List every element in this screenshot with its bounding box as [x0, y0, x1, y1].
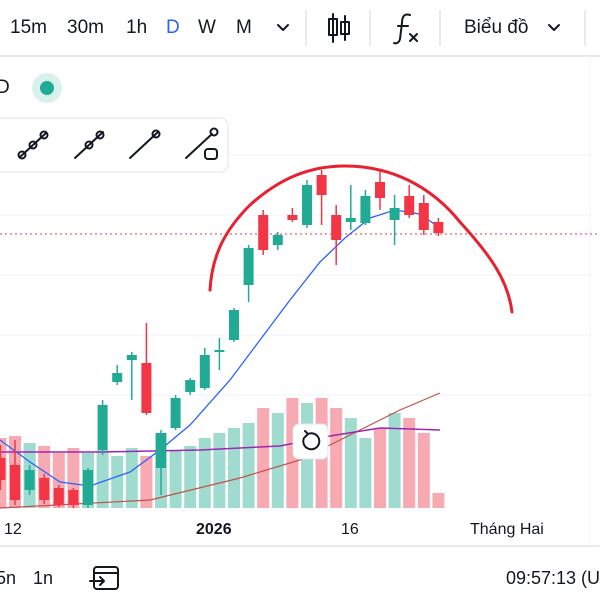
- volume-bar: [242, 423, 255, 508]
- candle-body: [83, 470, 93, 505]
- volume-bar: [198, 438, 211, 508]
- candle-body: [214, 350, 225, 352]
- drawing-tools: [0, 117, 229, 173]
- x-label: 16: [341, 521, 359, 538]
- volume-bar: [169, 450, 182, 508]
- volume-bar: [344, 418, 357, 508]
- x-label: Tháng Hai: [470, 521, 544, 538]
- candle-body: [10, 465, 20, 500]
- chevron[interactable]: [548, 24, 560, 31]
- candle-body: [375, 182, 385, 198]
- drawn-arc: [208, 164, 514, 314]
- volume-bar: [228, 428, 240, 508]
- symbol: D: [0, 77, 10, 98]
- candle-body: [39, 478, 50, 500]
- clock: 09:57:13 (U: [506, 568, 600, 588]
- chart-type[interactable]: Biểu đồ: [464, 17, 528, 38]
- ma-mid: [0, 427, 441, 453]
- interval[interactable]: W: [198, 17, 216, 38]
- x-label: 12: [4, 521, 22, 538]
- candle-body: [287, 215, 298, 220]
- x-label: 2026: [196, 521, 232, 538]
- tools-panel: [0, 117, 229, 173]
- goto-date[interactable]: [89, 566, 119, 590]
- interval[interactable]: D: [166, 17, 180, 38]
- range[interactable]: 5n: [0, 568, 16, 588]
- tool-trend[interactable]: [129, 129, 161, 159]
- toolbar: 15m 30m 1h D W M Biểu đồ: [10, 10, 586, 46]
- candle-body: [404, 196, 415, 215]
- ma-long: [0, 392, 441, 509]
- candle-body: [68, 490, 79, 505]
- candle-body: [199, 355, 210, 388]
- reset-button[interactable]: [292, 423, 329, 460]
- candle-body: [112, 373, 123, 382]
- volume-bar: [213, 433, 226, 508]
- candle-body: [389, 208, 400, 220]
- volume-bar: [359, 438, 372, 508]
- candle-body: [433, 222, 444, 233]
- status-dot: [40, 81, 54, 95]
- candle-body: [126, 355, 137, 360]
- candle-body: [302, 185, 312, 225]
- candle-body: [0, 458, 6, 480]
- volume-bar: [96, 450, 109, 508]
- volume-bar: [125, 448, 138, 508]
- candle-body: [345, 218, 356, 222]
- tool-ray[interactable]: [17, 130, 49, 160]
- candle-body: [24, 470, 35, 490]
- candle-layer: [0, 170, 444, 508]
- candle-body: [243, 248, 254, 285]
- volume-bar: [184, 446, 197, 508]
- candle-body: [331, 215, 342, 240]
- tool-line[interactable]: [74, 130, 105, 159]
- candle-body: [316, 175, 327, 195]
- candle-body: [272, 235, 283, 245]
- candle-body: [185, 380, 196, 392]
- ma-short: [0, 209, 441, 487]
- indicator-icon[interactable]: [393, 13, 418, 45]
- volume-bar: [388, 413, 401, 508]
- interval[interactable]: 1h: [126, 17, 147, 38]
- candle-body: [97, 405, 108, 450]
- candle-body: [418, 203, 429, 230]
- volume-layer: [0, 398, 445, 508]
- candle-body: [141, 363, 152, 413]
- candle-body: [170, 398, 181, 428]
- volume-bar: [140, 456, 153, 508]
- interval[interactable]: 15m: [10, 17, 47, 38]
- interval[interactable]: 30m: [67, 17, 104, 38]
- interval[interactable]: M: [236, 17, 252, 38]
- volume-bar: [432, 493, 445, 508]
- volume-bar: [257, 408, 270, 508]
- candle-body: [53, 488, 64, 505]
- volume-bar: [403, 418, 416, 508]
- candle-body: [229, 310, 239, 340]
- candle-icon[interactable]: [328, 13, 350, 43]
- volume-bar: [111, 456, 124, 508]
- tool-box[interactable]: [185, 127, 219, 160]
- volume-bar: [374, 428, 386, 508]
- volume-bar: [271, 413, 284, 508]
- candle-body: [156, 433, 166, 468]
- candle-body: [360, 196, 371, 223]
- candle-body: [258, 215, 269, 250]
- chevron[interactable]: [277, 24, 289, 31]
- volume-bar: [417, 433, 430, 508]
- range[interactable]: 1n: [33, 568, 53, 588]
- volume-bar: [330, 408, 343, 508]
